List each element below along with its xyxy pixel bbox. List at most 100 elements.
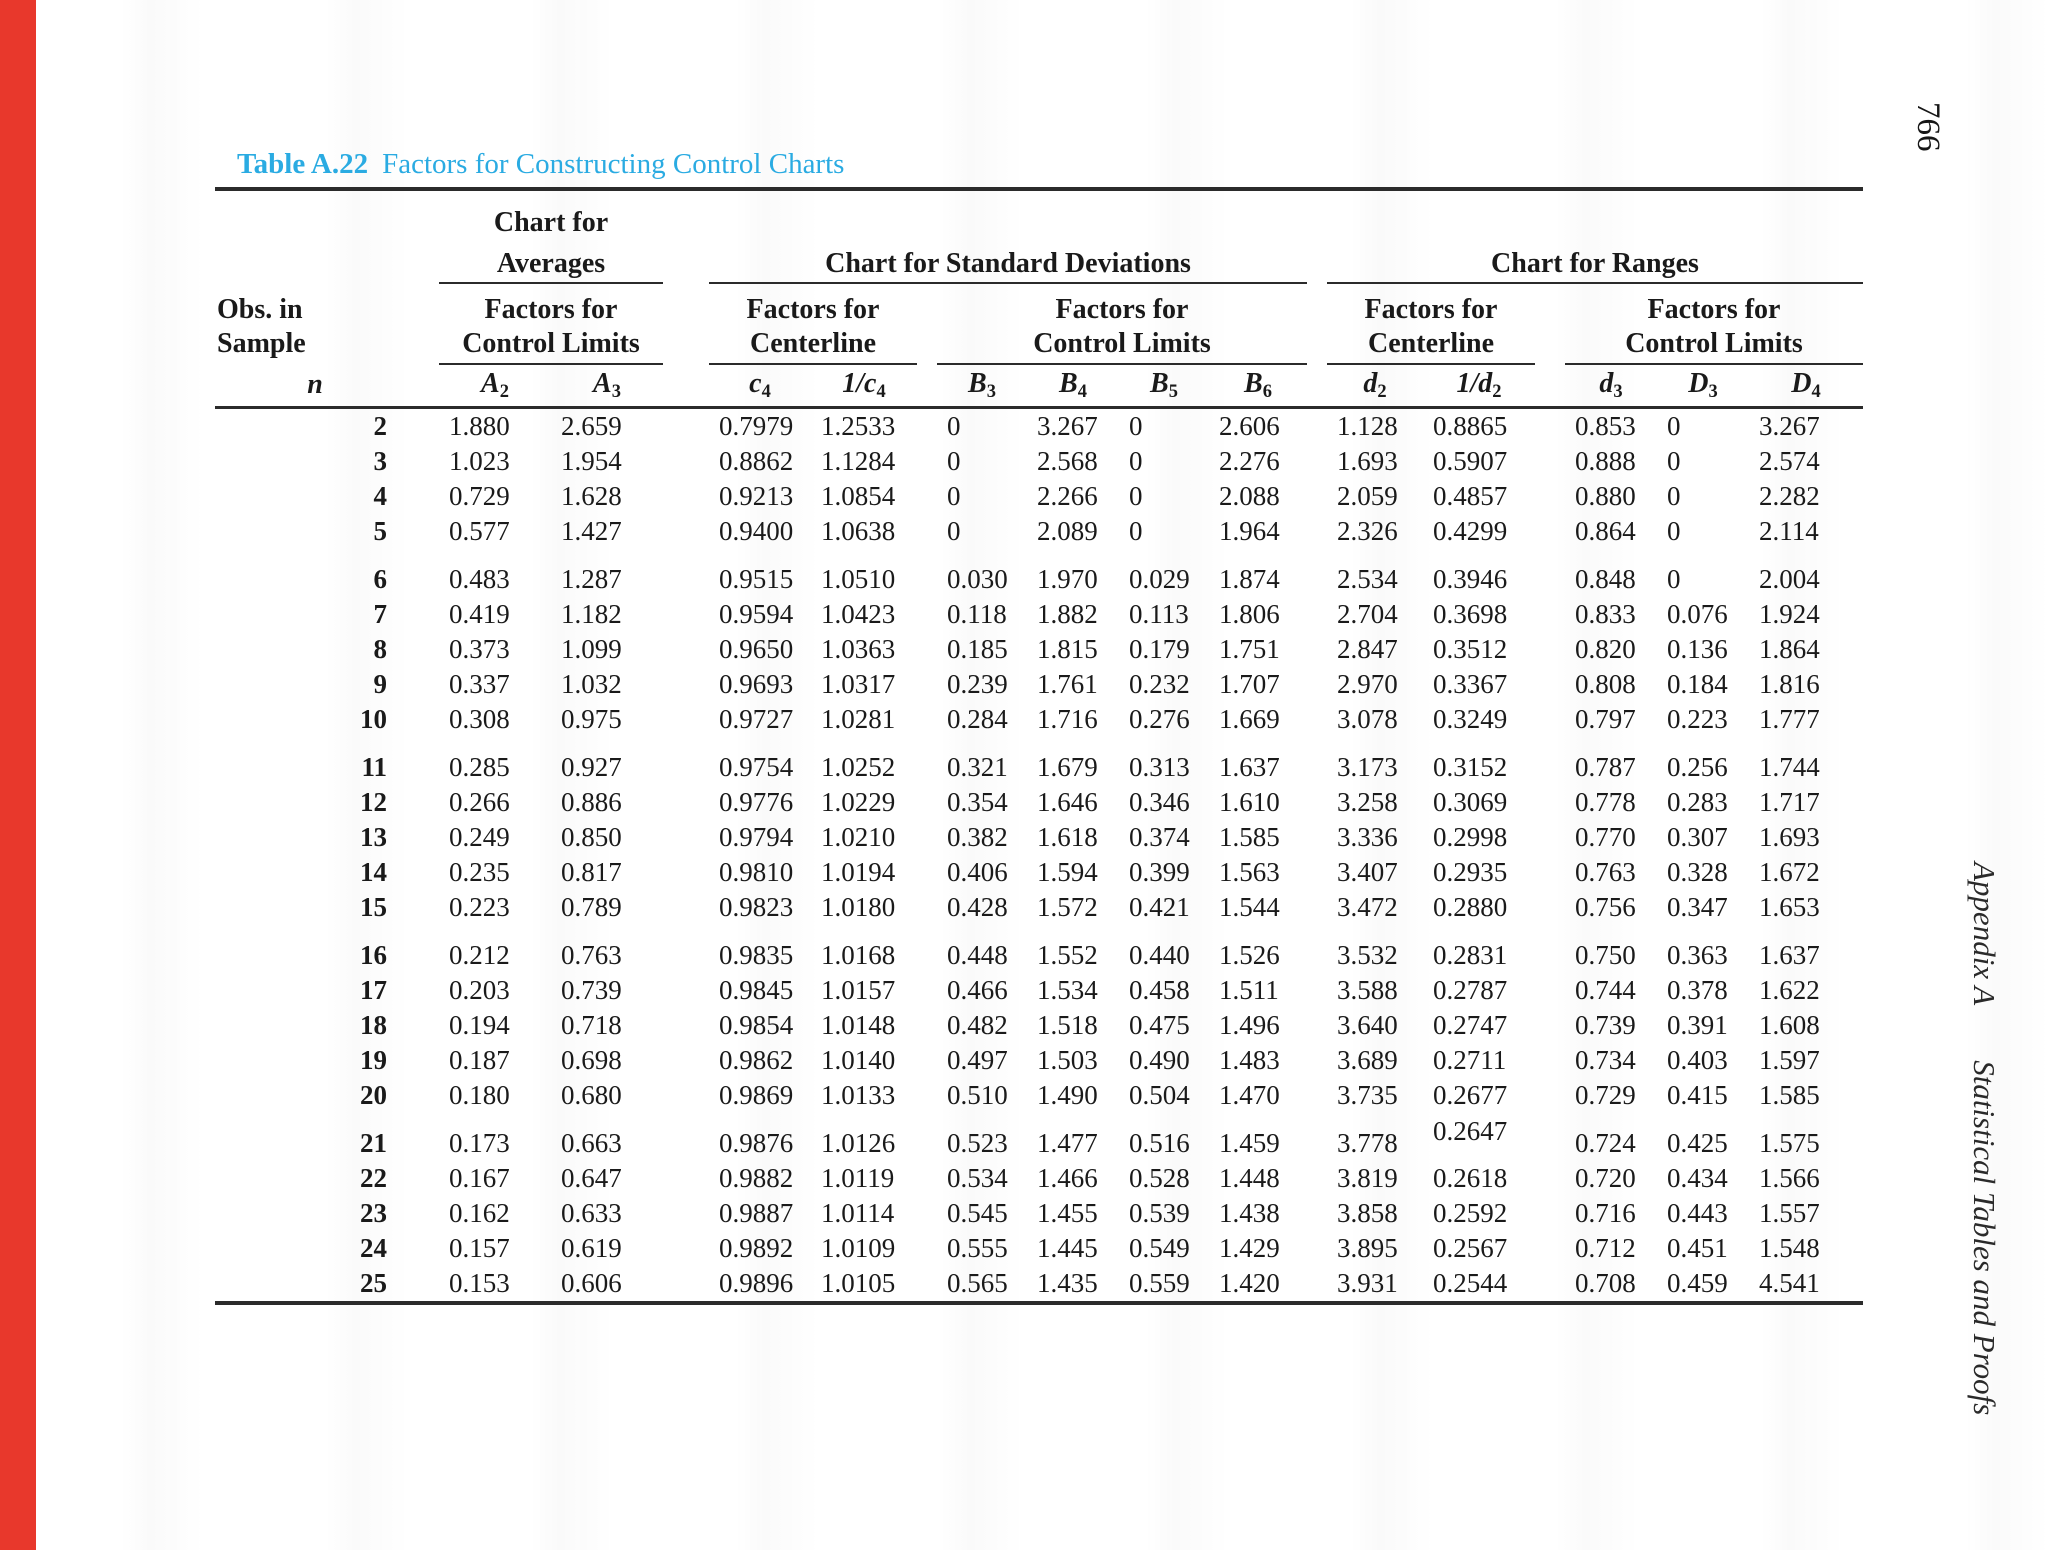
- spacer-cell: [1307, 1196, 1327, 1231]
- factor-value-cell: 2.004: [1759, 564, 1820, 594]
- spacer-cell: [1307, 973, 1327, 1008]
- factor-value-cell: 0.3069: [1433, 787, 1508, 817]
- table-row: 12 0.266 0.886 0.9776 1.0229 0.354 1.646 0.346 1…: [215, 785, 1863, 820]
- spacer-cell: [1535, 855, 1565, 890]
- factor-value-cell: 1.816: [1759, 669, 1820, 699]
- spacer-cell: [663, 855, 709, 890]
- factor-value-cell: 0.9594: [719, 599, 794, 629]
- column-symbol-header: n: [215, 364, 415, 409]
- factor-value-cell: 2.276: [1219, 446, 1280, 476]
- factor-value-cell: 0.2677: [1433, 1080, 1508, 1110]
- spacer-cell: [415, 973, 439, 1008]
- factor-value-cell: 0: [947, 516, 961, 546]
- factor-value-cell: 0.729: [1575, 1080, 1636, 1110]
- spacer-cell: [917, 324, 937, 364]
- factor-value-cell: 0.680: [561, 1080, 622, 1110]
- factor-value-cell: 0.483: [449, 564, 510, 594]
- factor-value-cell: 1.0252: [821, 752, 896, 782]
- spacer-cell: [1535, 667, 1565, 702]
- sample-size-cell: 21: [360, 1128, 387, 1158]
- spacer-cell: [415, 1266, 439, 1305]
- control-chart-factors-table: Chart for Averages Chart for Standard De…: [215, 187, 1864, 1305]
- factor-value-cell: 2.114: [1759, 516, 1819, 546]
- spacer-cell: [917, 1231, 937, 1266]
- factor-value-cell: 1.744: [1759, 752, 1820, 782]
- spacer-cell: [1307, 324, 1327, 364]
- factor-value-cell: 1.0109: [821, 1233, 896, 1263]
- factor-value-cell: 0.2787: [1433, 975, 1508, 1005]
- sample-size-cell: 2: [373, 411, 388, 441]
- sidebar-caption: Appendix A Statistical Tables and Proofs: [1966, 862, 2002, 1415]
- factor-value-cell: 0.9693: [719, 669, 794, 699]
- sample-size-cell: 15: [360, 892, 387, 922]
- factor-value-cell: 0.425: [1667, 1128, 1728, 1158]
- column-symbol-header: A2: [439, 364, 551, 409]
- factor-value-cell: 1.585: [1219, 822, 1280, 852]
- spacer-cell: [415, 479, 439, 514]
- factor-value-cell: 0.3512: [1433, 634, 1508, 664]
- factor-value-cell: 0.239: [947, 669, 1008, 699]
- spacer-cell: [917, 364, 938, 409]
- factor-value-cell: 1.575: [1759, 1128, 1820, 1158]
- sample-size-cell: 4: [373, 481, 388, 511]
- factor-value-cell: 0.373: [449, 634, 510, 664]
- factor-value-cell: 0.2711: [1433, 1045, 1507, 1075]
- factor-value-cell: 1.0317: [821, 669, 896, 699]
- column-symbol-header: B3: [937, 364, 1028, 409]
- chart-for-averages-line1: Chart for: [493, 206, 609, 238]
- spacer-cell: [663, 1113, 709, 1161]
- factor-value-cell: 0: [947, 481, 961, 511]
- spacer-cell: [917, 1078, 937, 1113]
- factor-value-cell: 1.099: [561, 634, 622, 664]
- factor-value-cell: 1.0638: [821, 516, 896, 546]
- spacer-cell: [663, 667, 709, 702]
- column-symbol-header: 1/c4: [811, 364, 918, 409]
- factor-value-cell: 3.778: [1337, 1128, 1398, 1158]
- factor-value-cell: 0.9650: [719, 634, 794, 664]
- factor-value-cell: 1.0423: [821, 599, 896, 629]
- column-symbol-header: 1/d2: [1423, 364, 1536, 409]
- factor-value-cell: 1.628: [561, 481, 622, 511]
- factor-value-cell: 1.716: [1037, 704, 1098, 734]
- factor-value-cell: 0.475: [1129, 1010, 1190, 1040]
- factor-value-cell: 0.415: [1667, 1080, 1728, 1110]
- factor-value-cell: 3.336: [1337, 822, 1398, 852]
- chart-for-averages-line2: Averages: [439, 237, 664, 284]
- factor-value-cell: 0.179: [1129, 634, 1190, 664]
- spacer-cell: [1535, 597, 1565, 632]
- factor-value-cell: 0.490: [1129, 1045, 1190, 1075]
- factor-value-cell: 1.0180: [821, 892, 896, 922]
- spacer-cell: [1535, 514, 1565, 549]
- sample-size-cell: 8: [373, 634, 388, 664]
- spacer-cell: [1307, 408, 1327, 445]
- factor-value-cell: 0.729: [449, 481, 510, 511]
- table-row: 16 0.212 0.763 0.9835 1.0168 0.448 1.552 0.440 1…: [215, 925, 1863, 973]
- factor-value-cell: 1.0210: [821, 822, 896, 852]
- factor-value-cell: 0: [947, 446, 961, 476]
- factor-value-cell: 1.503: [1037, 1045, 1098, 1075]
- factor-value-cell: 1.448: [1219, 1163, 1280, 1193]
- spacer-cell: [1535, 1043, 1565, 1078]
- spacer-cell: [1307, 667, 1327, 702]
- factor-value-cell: 1.490: [1037, 1080, 1098, 1110]
- chart-for-ranges-header: Chart for Ranges: [1327, 237, 1864, 284]
- spacer-cell: [917, 1161, 937, 1196]
- page-number: 766: [1910, 102, 1946, 152]
- spacer-cell: [1535, 1231, 1565, 1266]
- spacer-cell: [1307, 820, 1327, 855]
- factor-value-cell: 0.2647: [1433, 1116, 1508, 1146]
- spacer-cell: [663, 324, 709, 364]
- factor-value-cell: 0.428: [947, 892, 1008, 922]
- sample-size-cell: 11: [361, 752, 387, 782]
- factor-value-cell: 1.0133: [821, 1080, 896, 1110]
- spacer-cell: [1535, 408, 1565, 445]
- factor-value-cell: 1.427: [561, 516, 622, 546]
- factor-value-cell: 1.1284: [821, 446, 896, 476]
- spacer-cell: [1307, 702, 1327, 737]
- factor-value-cell: 0.724: [1575, 1128, 1636, 1158]
- factor-value-cell: 4.541: [1749, 1266, 1864, 1305]
- factor-value-cell: 0.337: [449, 669, 510, 699]
- factor-value-cell: 1.023: [449, 446, 510, 476]
- factor-value-cell: 0.440: [1129, 940, 1190, 970]
- factor-value-cell: 0.113: [1129, 599, 1189, 629]
